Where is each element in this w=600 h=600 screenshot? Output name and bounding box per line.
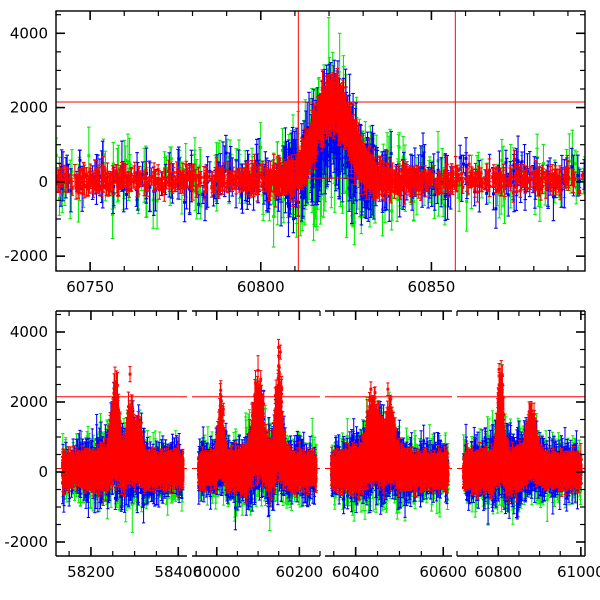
top-panel: 60750 60800 60850 -2000 0 2000 4000 — [0, 0, 600, 296]
x-tick-label: 60000 — [193, 563, 241, 581]
bottom-segment-2 — [330, 382, 450, 521]
y-tick-label: 2000 — [10, 393, 48, 411]
x-tick-label: 60200 — [275, 563, 323, 581]
x-tick-label: 58200 — [67, 563, 115, 581]
bottom-segment-1 — [197, 339, 318, 530]
x-tick-label: 60400 — [332, 563, 380, 581]
y-tick-label: -2000 — [4, 247, 48, 265]
bottom-segment-0 — [61, 367, 185, 533]
y-tick-label: 4000 — [10, 24, 48, 42]
y-tick-label: 0 — [38, 173, 48, 191]
top-panel-canvas: 60750 60800 60850 -2000 0 2000 4000 — [0, 0, 600, 296]
x-tick-label: 60750 — [66, 278, 114, 296]
y-tick-label: 0 — [38, 463, 48, 481]
bottom-segment-3 — [462, 361, 583, 526]
x-tick-label: 60600 — [419, 563, 467, 581]
x-tick-label: 60850 — [408, 278, 456, 296]
top-panel-data — [54, 18, 586, 247]
x-tick-label: 60800 — [237, 278, 285, 296]
series-red — [197, 339, 318, 505]
x-tick-label: 61000 — [557, 563, 600, 581]
y-tick-label: 2000 — [10, 99, 48, 117]
y-tick-label: -2000 — [4, 533, 48, 551]
y-tick-label: 4000 — [10, 323, 48, 341]
bottom-panel: -2000 0 2000 4000 58200 58400 60000 60200 60400 6… — [0, 296, 600, 600]
x-tick-label: 60800 — [474, 563, 522, 581]
